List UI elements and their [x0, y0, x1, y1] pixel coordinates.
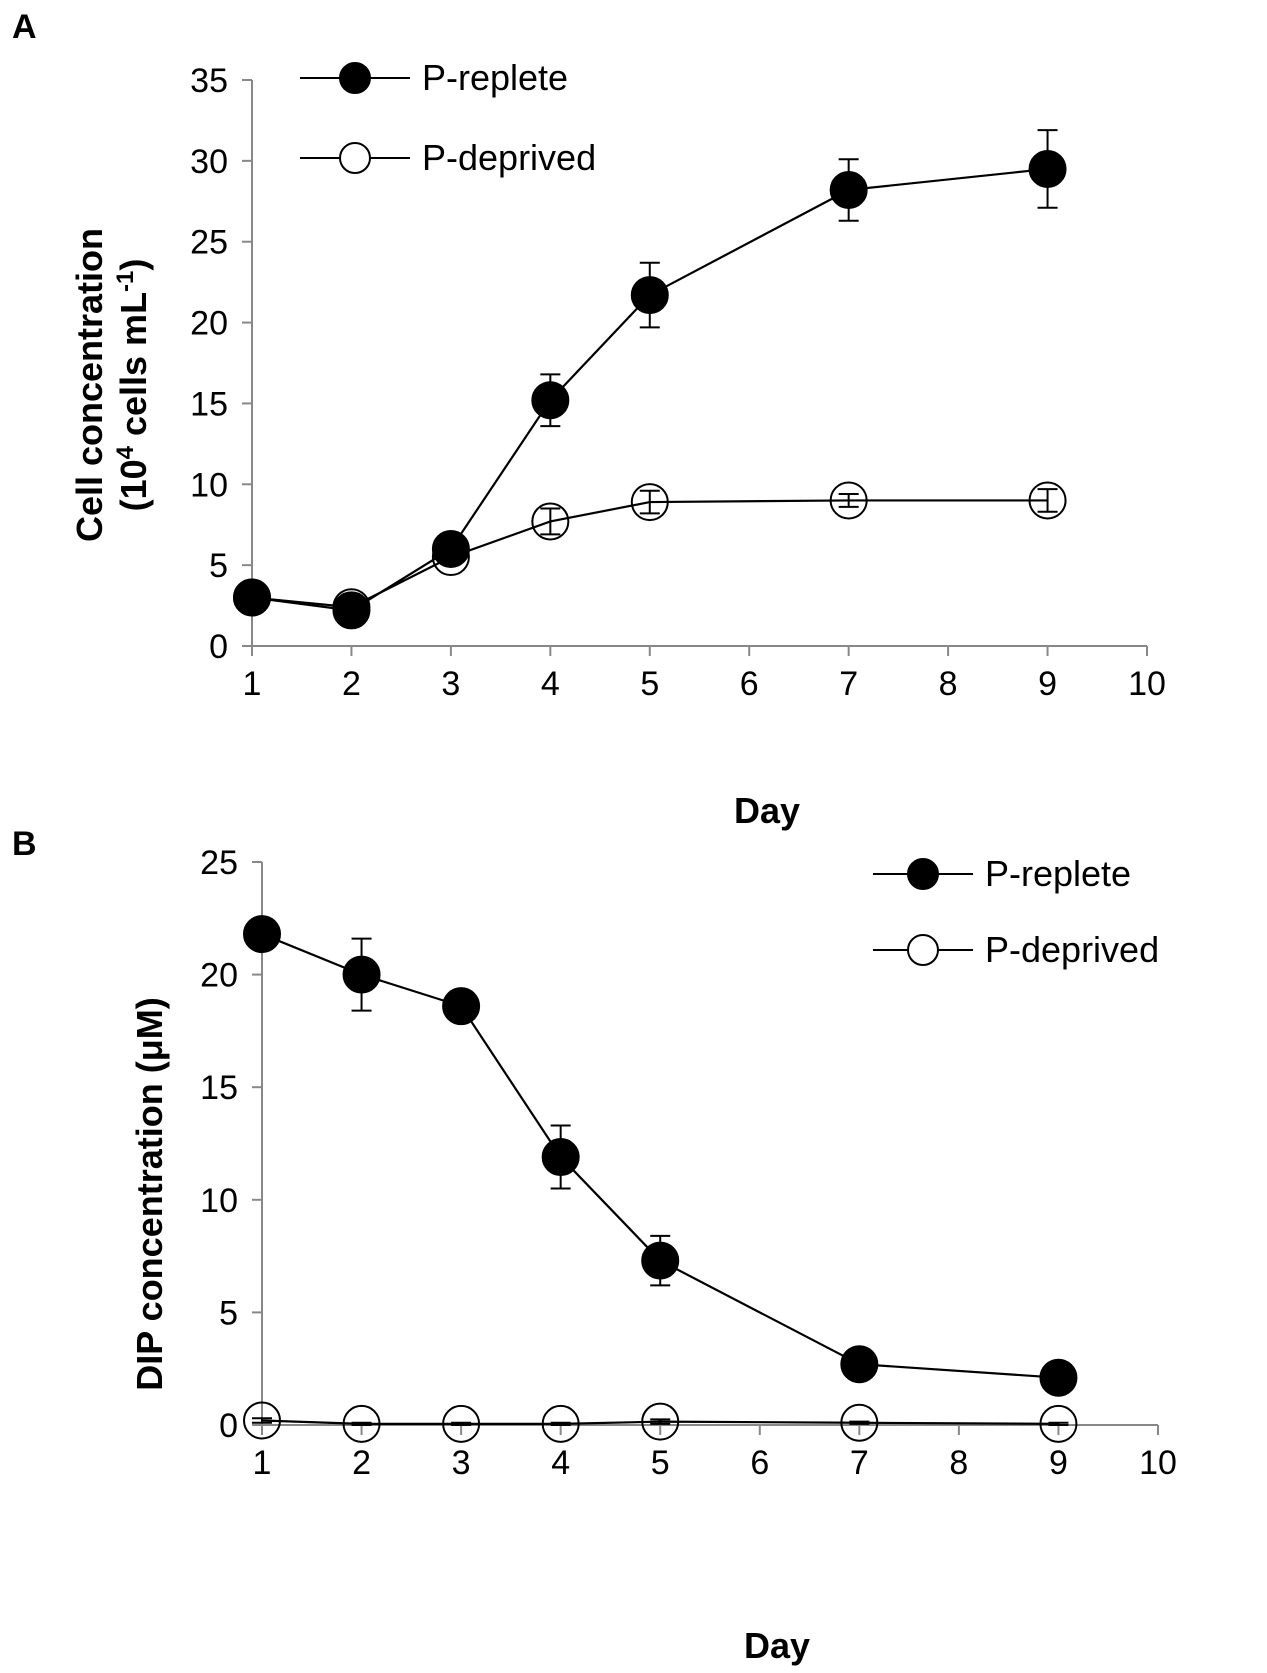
panel-b-x-tick-label: 3 [452, 1444, 471, 1482]
panel-b-p-deprived-point [641, 1402, 680, 1441]
panel-a-x-axis-title: Day [734, 790, 800, 831]
panel-a-label: A [12, 8, 37, 46]
panel-a-p-replete-point [531, 381, 570, 420]
panel-a-p-replete-point [431, 529, 470, 568]
panel-a-legend-p-replete-label: P-replete [422, 57, 568, 98]
panel-b-p-replete-point [840, 1345, 879, 1384]
panel-b-p-deprived-point [342, 1404, 381, 1443]
panel-a-x-tick-label: 9 [1038, 665, 1057, 703]
panel-b-legend-p-deprived-marker [907, 934, 939, 966]
panel-a-p-replete-point [332, 591, 371, 630]
panel-a-p-replete-point [630, 276, 669, 315]
panel-a-x-tick-label: 7 [839, 665, 858, 703]
panel-b-p-replete-point [541, 1138, 580, 1177]
panel-b-x-tick-label: 4 [551, 1444, 570, 1482]
panel-a-x-tick-label: 1 [243, 665, 262, 703]
panel-a-y-axis-title-line1: Cell concentration [69, 228, 110, 542]
panel-a-p-deprived-point [829, 481, 868, 520]
panel-b-p-deprived-point [1039, 1404, 1078, 1443]
panel-b-p-replete-point [342, 955, 381, 994]
panel-b-p-deprived-point [840, 1403, 879, 1442]
panel-b-p-deprived-point [442, 1404, 481, 1443]
panel-b-y-tick-label: 10 [200, 1182, 238, 1220]
panel-b-p-replete-point [243, 915, 281, 954]
panel-a-legend-p-deprived-marker [339, 142, 371, 174]
panel-b-y-tick-label: 15 [200, 1069, 238, 1107]
panel-b-legend-p-deprived-label: P-deprived [985, 929, 1159, 970]
panel-a-x-tick-label: 10 [1128, 665, 1166, 703]
panel-b-x-tick-label: 8 [949, 1444, 968, 1482]
panel-a-p-replete-line [251, 167, 1048, 612]
panel-a-y-axis-title: Cell concentration (104 cells mL-1) [69, 228, 154, 542]
panel-a-x-tick-label: 5 [640, 665, 659, 703]
panel-b-x-tick-label: 10 [1139, 1444, 1177, 1482]
panel-a-p-replete-point [1028, 149, 1067, 188]
panel-a-y-tick-label: 10 [190, 466, 228, 504]
panel-a-x-tick-label: 8 [939, 665, 958, 703]
panel-a-p-deprived-point [1028, 481, 1067, 520]
panel-a-legend-p-deprived-label: P-deprived [422, 137, 596, 178]
panel-a-p-replete-point [233, 578, 271, 617]
panel-a-x-tick-label: 2 [342, 665, 361, 703]
panel-b-y-axis-title: DIP concentration (μM) [129, 997, 170, 1390]
panel-a-y-tick-label: 35 [190, 62, 228, 100]
panel-a-y-tick-label: 25 [190, 224, 228, 262]
panel-a-legend-p-replete-marker [339, 62, 371, 94]
panel-b-p-replete-point [1039, 1358, 1078, 1397]
panel-b-x-tick-label: 6 [750, 1444, 769, 1482]
panel-b-plot: 1 2 3 4 5 6 7 8 9 10 0 5 10 15 20 25 P-replete P-deprived [200, 844, 1177, 1482]
panel-b-x-tick-label: 7 [850, 1444, 869, 1482]
panel-b-p-replete-line [261, 933, 1059, 1379]
panel-a-p-replete-point [829, 170, 868, 209]
panel-a-x-tick-label: 3 [441, 665, 460, 703]
panel-b-x-tick-label: 5 [651, 1444, 670, 1482]
panel-b-x-tick-label: 1 [253, 1444, 272, 1482]
panel-b-y-tick-label: 5 [219, 1294, 238, 1332]
panel-a-p-deprived-point [531, 502, 570, 541]
panel-b-x-tick-label: 9 [1049, 1444, 1068, 1482]
panel-b-p-deprived-point [243, 1401, 281, 1440]
panel-b-x-tick-label: 2 [352, 1444, 371, 1482]
panel-b-p-deprived-point [541, 1404, 580, 1443]
panel-a-p-deprived-line [251, 499, 1048, 609]
panel-a-y-tick-label: 30 [190, 143, 228, 181]
panel-b-legend-p-replete-marker [907, 858, 939, 890]
panel-b-p-replete-point [442, 987, 481, 1026]
panel-a-plot: 1 2 3 4 5 6 7 8 9 10 0 5 10 15 20 25 30 35 P-replete P-depr… [190, 57, 1166, 703]
panel-b-y-tick-label: 20 [200, 957, 238, 995]
panel-a-y-tick-label: 15 [190, 385, 228, 423]
panel-b-label: B [12, 825, 37, 863]
panel-a-y-tick-label: 20 [190, 305, 228, 343]
panel-a-y-tick-label: 5 [209, 547, 228, 585]
panel-a-p-deprived-point [630, 483, 669, 522]
panel-a-x-tick-label: 4 [541, 665, 560, 703]
panel-b-legend-p-replete-label: P-replete [985, 853, 1131, 894]
panel-b-p-replete-point [641, 1241, 680, 1280]
panel-b-x-axis-title: Day [744, 1625, 810, 1666]
panel-a-y-axis-title-line2: (104 cells mL-1) [112, 259, 154, 512]
panel-b-y-tick-label: 25 [200, 844, 238, 882]
panel-a-y-tick-label: 0 [209, 628, 228, 666]
panel-b-y-tick-label: 0 [219, 1407, 238, 1445]
panel-a-x-tick-label: 6 [740, 665, 759, 703]
